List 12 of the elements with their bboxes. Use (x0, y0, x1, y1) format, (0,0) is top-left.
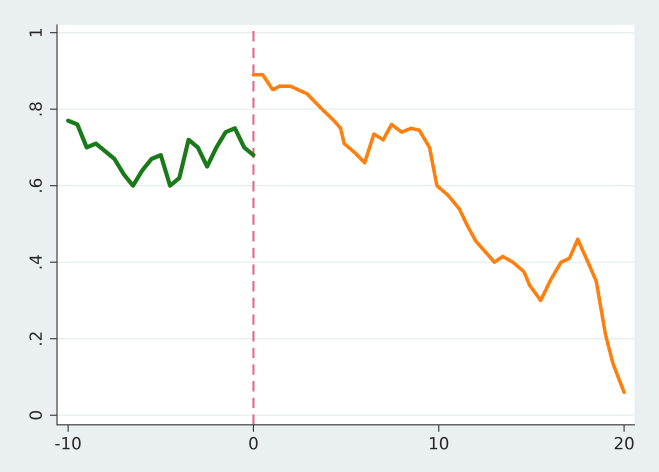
x-tick-label: 10 (430, 436, 448, 450)
y-tick-label: .4 (30, 255, 42, 268)
y-tick-label: .6 (29, 178, 42, 192)
x-tick-label: -10 (55, 436, 81, 450)
y-tick-label: 0 (29, 411, 42, 420)
line-series (252, 72, 626, 394)
y-tick-label: .2 (29, 332, 42, 345)
y-tick-label: .8 (29, 102, 42, 116)
x-tick-label: 0 (249, 436, 258, 450)
line-series (66, 118, 256, 188)
x-tick-label: 20 (614, 436, 634, 450)
y-tick-label: 1 (30, 28, 42, 36)
